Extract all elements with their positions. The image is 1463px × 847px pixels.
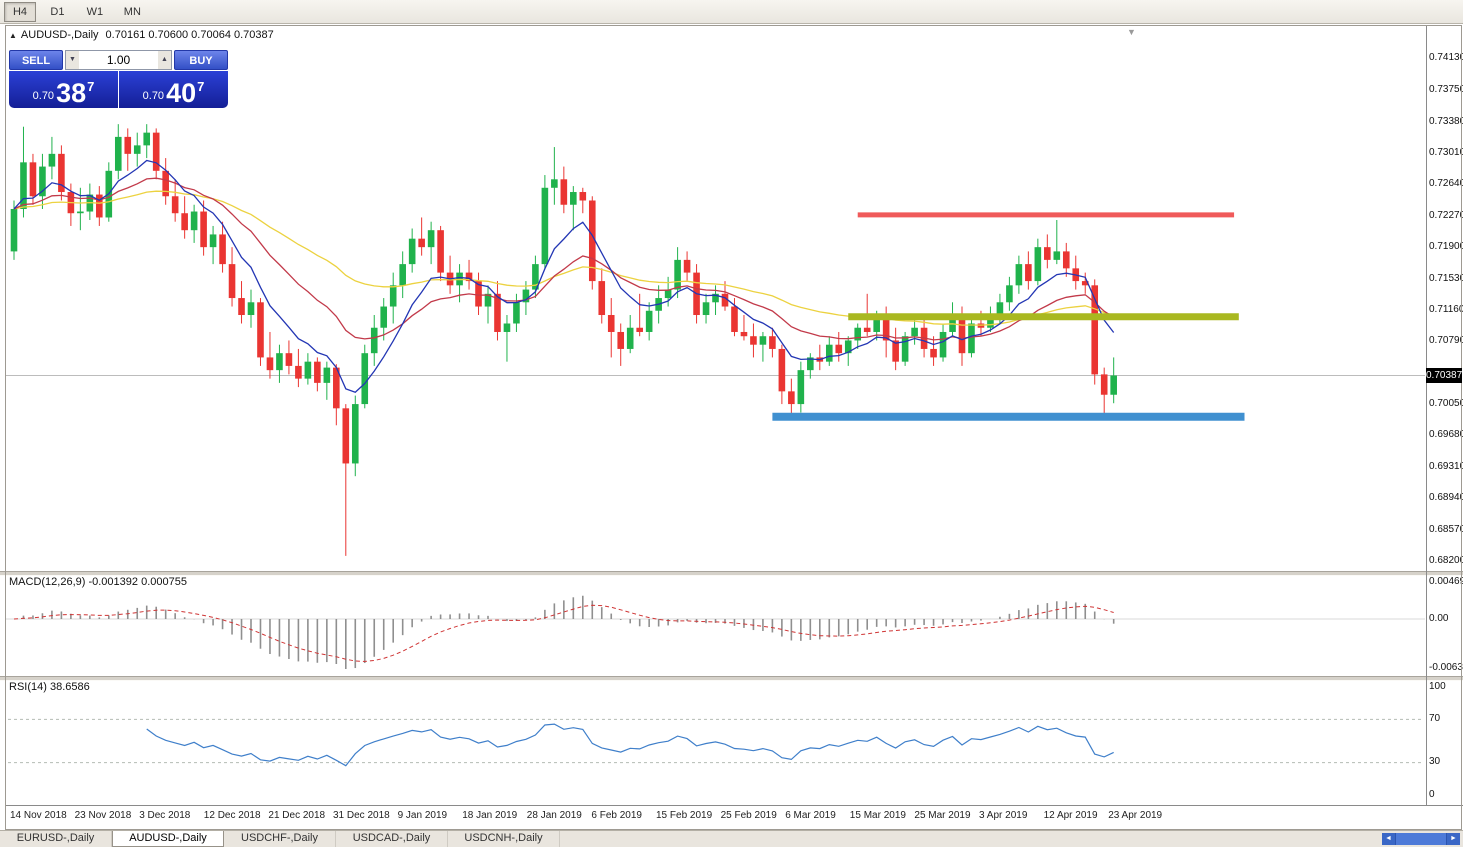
scroll-left-icon[interactable]: ◄ (1382, 833, 1395, 845)
date-axis-label: 3 Dec 2018 (139, 810, 191, 821)
date-axis-label: 28 Jan 2019 (526, 810, 582, 821)
date-axis-label: 31 Dec 2018 (333, 810, 390, 821)
panel-resize-divider[interactable] (0, 676, 1463, 681)
macd-axis-label: 0.004694 (1429, 576, 1463, 587)
date-axis-label: 9 Jan 2019 (397, 810, 448, 821)
chart-symbol-label: AUDUSD-,Daily (20, 29, 99, 41)
symbol-tab-bar: EURUSD-,Daily AUDUSD-,Daily USDCHF-,Dail… (0, 830, 1463, 847)
macd-axis-label: 0.00 (1429, 613, 1449, 624)
date-axis-label: 25 Feb 2019 (720, 810, 777, 821)
horizontal-scrollbar[interactable]: ◄ ► (1382, 833, 1460, 845)
date-axis[interactable]: 14 Nov 2018 23 Nov 2018 3 Dec 2018 12 Dec 2… (6, 806, 1425, 828)
date-axis-label: 3 Apr 2019 (979, 810, 1028, 821)
ma-slow-line (13, 190, 1114, 326)
price-axis-label: 0.70790 (1429, 335, 1463, 347)
volume-down-icon[interactable]: ▼ (66, 51, 79, 69)
price-axis-label: 0.74130 (1429, 52, 1463, 63)
price-axis-label: 0.72640 (1429, 178, 1463, 190)
date-axis-label: 23 Apr 2019 (1108, 810, 1163, 821)
chart-collapse-icon[interactable]: ▲ (9, 31, 17, 40)
price-axis-label: 0.68940 (1429, 492, 1463, 504)
chart-window: ▲ AUDUSD-,Daily 0.70161 0.70600 0.70064 0.… (0, 24, 1463, 830)
rsi-canvas[interactable] (6, 679, 1425, 805)
rsi-indicator-label: RSI(14) 38.6586 (9, 681, 90, 693)
price-axis-label: 0.70050 (1429, 398, 1463, 410)
volume-spinner: ▼ ▲ (65, 50, 172, 70)
symbol-tab-usdchf[interactable]: USDCHF-,Daily (224, 831, 336, 847)
current-price-badge: 0.70387 (1426, 368, 1463, 384)
macd-axis-label: -0.00639 (1429, 662, 1463, 673)
macd-canvas[interactable] (6, 574, 1425, 676)
tf-button-d1[interactable]: D1 (50, 6, 65, 18)
timeframe-toolbar: H4 D1 W1 MN (0, 0, 1463, 24)
panel-resize-divider[interactable] (0, 571, 1463, 576)
bid-price-big: 38 (56, 78, 87, 108)
price-axis-label: 0.68200 (1429, 555, 1463, 566)
ask-price-button[interactable]: 0.70 40 7 (119, 71, 228, 108)
ma-fast-line (13, 159, 1115, 393)
symbol-tab-usdcad[interactable]: USDCAD-,Daily (336, 831, 448, 847)
ask-price-big: 40 (166, 78, 197, 108)
scrollbar-thumb[interactable] (1395, 833, 1447, 845)
ma-mid-line (13, 177, 1115, 341)
chart-title: ▲ AUDUSD-,Daily 0.70161 0.70600 0.70064 0.… (9, 29, 274, 41)
ask-price-sup: 7 (197, 79, 205, 94)
buy-button[interactable]: BUY (174, 50, 228, 70)
macd-indicator-label: MACD(12,26,9) -0.001392 0.000755 (9, 576, 187, 588)
bid-price-sup: 7 (87, 79, 95, 94)
price-axis-label: 0.73010 (1429, 147, 1463, 158)
bid-price-prefix: 0.70 (32, 90, 55, 102)
date-axis-label: 14 Nov 2018 (10, 810, 67, 821)
symbol-tab-usdcnh[interactable]: USDCNH-,Daily (448, 831, 560, 847)
date-axis-label: 15 Mar 2019 (849, 810, 906, 821)
sell-button[interactable]: SELL (9, 50, 63, 70)
date-axis-label: 15 Feb 2019 (656, 810, 713, 821)
ask-price-prefix: 0.70 (142, 90, 165, 102)
chart-ohlc-values: 0.70161 0.70600 0.70064 0.70387 (105, 29, 274, 41)
price-axis-label: 0.69680 (1429, 429, 1463, 441)
date-axis-label: 12 Dec 2018 (203, 810, 261, 821)
price-axis-line (1426, 26, 1427, 805)
price-axis-label: 0.68570 (1429, 523, 1463, 535)
rsi-line (146, 723, 1114, 767)
date-axis-label: 6 Mar 2019 (785, 810, 836, 821)
macd-signal-line (13, 604, 1114, 662)
rsi-axis-label: 70 (1429, 713, 1441, 724)
macd-histogram (22, 595, 1115, 669)
price-axis-label: 0.73380 (1429, 115, 1463, 127)
symbol-tab-eurusd[interactable]: EURUSD-,Daily (0, 831, 112, 847)
candles-group (10, 124, 1117, 556)
bid-price-button[interactable]: 0.70 38 7 (9, 71, 118, 108)
date-axis-label: 21 Dec 2018 (268, 810, 326, 821)
price-axis-label: 0.69310 (1429, 460, 1463, 472)
tf-button-h4[interactable]: H4 (4, 2, 36, 22)
price-axis-label: 0.73750 (1429, 84, 1463, 96)
price-axis-label: 0.71160 (1429, 303, 1463, 315)
date-axis-label: 25 Mar 2019 (914, 810, 971, 821)
date-axis-label: 23 Nov 2018 (74, 810, 132, 821)
price-axis-label: 0.71530 (1429, 272, 1463, 284)
time-axis-line (6, 805, 1463, 806)
rsi-axis-label: 100 (1429, 681, 1446, 692)
date-axis-label: 18 Jan 2019 (462, 810, 518, 821)
date-axis-label: 6 Feb 2019 (591, 810, 642, 821)
volume-up-icon[interactable]: ▲ (158, 51, 171, 69)
price-axis[interactable]: 0.74130 0.73750 0.73380 0.73010 0.72640 0.722… (1428, 26, 1463, 571)
rsi-axis-label: 0 (1429, 789, 1435, 800)
symbol-tab-audusd[interactable]: AUDUSD-,Daily (112, 831, 224, 847)
chart-shift-marker-icon[interactable]: ▼ (1127, 27, 1136, 37)
price-axis-label: 0.72270 (1429, 209, 1463, 221)
rsi-axis-label: 30 (1429, 756, 1441, 767)
date-axis-label: 12 Apr 2019 (1043, 810, 1098, 821)
tf-button-w1[interactable]: W1 (86, 6, 104, 18)
tf-button-mn[interactable]: MN (123, 6, 141, 18)
scroll-right-icon[interactable]: ► (1447, 833, 1460, 845)
volume-input[interactable] (79, 51, 158, 69)
price-axis-label: 0.71900 (1429, 241, 1463, 253)
main-chart-canvas[interactable] (6, 26, 1425, 571)
